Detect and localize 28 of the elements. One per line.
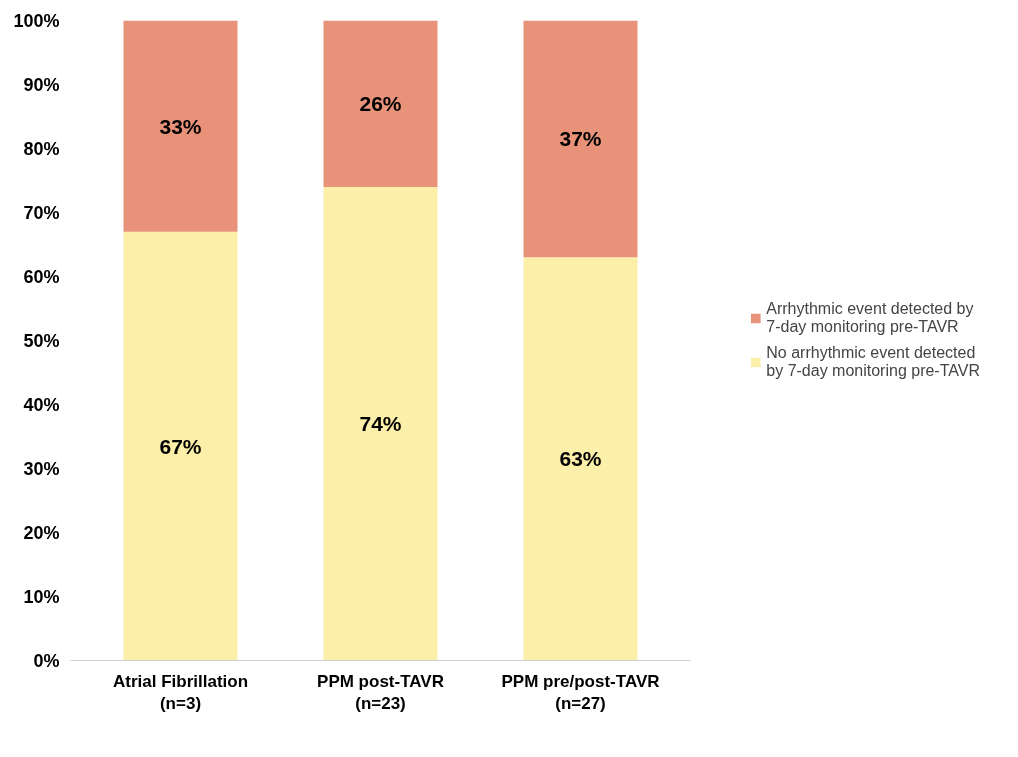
bar (323, 186, 438, 661)
bar (523, 20, 638, 258)
y-tick-label: 40% (23, 394, 60, 415)
y-tick-label: 30% (23, 458, 60, 479)
legend-label: Arrhythmic event detected by 7-day monitoring pre-TAVR (766, 300, 974, 336)
x-tick-label: PPM pre/post-TAVR (n=27) (501, 671, 660, 714)
y-tick-label: 60% (23, 266, 60, 287)
y-tick-label: 20% (23, 522, 60, 543)
y-tick-label: 50% (23, 330, 60, 351)
data-label: 37% (559, 127, 602, 151)
data-label: 74% (359, 412, 402, 436)
y-tick-label: 100% (13, 10, 60, 31)
data-label: 67% (159, 434, 202, 458)
bar (123, 20, 238, 232)
bar (123, 231, 238, 661)
data-label: 26% (359, 92, 402, 116)
y-tick-label: 70% (23, 202, 60, 223)
y-tick-label: 90% (23, 74, 60, 95)
bar (523, 257, 638, 661)
data-label: 33% (159, 114, 202, 138)
legend-label: No arrhythmic event detected by 7-day monitoring pre-TAVR (766, 344, 980, 380)
y-tick-label: 0% (33, 650, 60, 671)
x-tick-label: Atrial Fibrillation (n=3) (112, 671, 249, 714)
x-tick-label: PPM post-TAVR (n=23) (317, 671, 444, 714)
y-tick-label: 80% (23, 138, 60, 159)
y-tick-label: 10% (23, 586, 60, 607)
bar (323, 20, 438, 187)
data-label: 63% (559, 447, 602, 471)
